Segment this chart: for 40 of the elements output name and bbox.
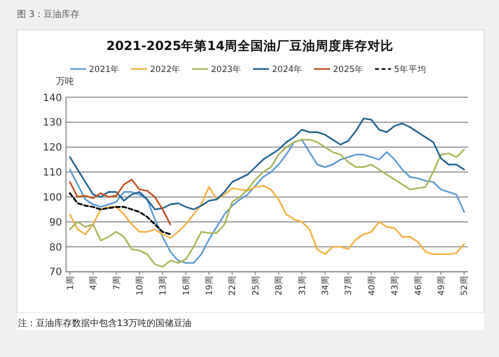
y-tick-label: 130 (42, 118, 62, 129)
y-axis-title: 万吨 (56, 76, 74, 87)
caption: 图 3：豆油库存 (17, 9, 80, 20)
y-tick-label: 80 (49, 242, 62, 254)
y-tick-label: 90 (49, 217, 62, 228)
x-tick-label: 16周 (180, 276, 192, 296)
y-tick-label: 140 (42, 92, 62, 104)
x-tick-label: 1周 (64, 276, 76, 290)
x-tick-label: 37周 (343, 276, 354, 296)
y-tick-label: 70 (49, 267, 62, 278)
legend-label: 2024年 (272, 64, 303, 75)
y-tick-label: 100 (42, 192, 62, 204)
y-tick-label: 110 (42, 168, 62, 179)
line-series (69, 118, 465, 210)
legend-label: 2021年 (89, 64, 120, 75)
text: 注：豆油库存数据中包含13万吨的国储豆油 (18, 318, 192, 329)
x-tick-label: 22周 (227, 276, 238, 296)
line-series (69, 184, 465, 256)
legend-label: 5年平均 (394, 64, 426, 75)
line-series (68, 192, 172, 236)
x-tick-label: 49周 (436, 276, 447, 296)
x-tick-label: 7周 (111, 276, 122, 290)
legend-label: 2025年 (333, 64, 364, 75)
x-tick-label: 40周 (366, 276, 378, 296)
x-tick-label: 10周 (134, 276, 146, 296)
x-tick-label: 25周 (250, 276, 262, 296)
x-tick-label: 28周 (274, 276, 285, 296)
x-tick-label: 46周 (412, 276, 424, 296)
legend-label: 2023年 (211, 64, 242, 75)
legend-label: 2022年 (150, 64, 181, 75)
line-series (69, 178, 172, 226)
x-tick-label: 31周 (296, 276, 308, 296)
y-tick-label: 120 (42, 142, 62, 154)
x-tick-label: 19周 (204, 276, 216, 296)
chart-title: 2021-2025年第14周全国油厂豆油周度库存对比 (106, 38, 394, 53)
x-tick-label: 13周 (158, 276, 169, 296)
x-tick-label: 43周 (390, 276, 401, 296)
x-tick-label: 52周 (459, 276, 470, 296)
x-tick-label: 4周 (88, 276, 100, 290)
x-tick-label: 34周 (320, 276, 331, 296)
